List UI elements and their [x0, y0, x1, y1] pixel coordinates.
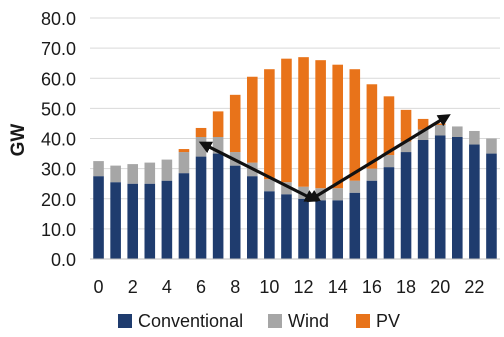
axes: 0.0 10.0 20.0 30.0 40.0 50.0 60.0 70.0 80.0 0 2 4 6 8…	[41, 9, 500, 297]
bar-wind-4	[161, 159, 173, 181]
x-tick-label: 0	[94, 277, 104, 297]
bar-pv-7	[212, 111, 224, 137]
y-tick-label: 40.0	[41, 130, 76, 150]
x-tick-label: 12	[294, 277, 314, 297]
x-tick-label: 8	[230, 277, 240, 297]
y-tick-label: 20.0	[41, 190, 76, 210]
annotation-arrow-2	[306, 114, 451, 203]
bar-pv-5	[178, 149, 190, 153]
bar-pv-12	[298, 57, 309, 187]
y-tick-label: 10.0	[41, 220, 76, 240]
legend-label-wind: Wind	[288, 310, 330, 331]
x-tick-label: 16	[362, 277, 382, 297]
annotation-arrow-1	[198, 141, 318, 202]
bar-conventional-21	[451, 136, 463, 259]
y-tick-label: 70.0	[41, 39, 76, 59]
bar-conventional-14	[332, 200, 344, 259]
bar-conventional-5	[178, 173, 190, 259]
bar-conventional-13	[315, 200, 326, 259]
annotations	[198, 114, 451, 203]
bar-conventional-0	[93, 176, 104, 259]
bar-wind-6	[195, 136, 207, 157]
bar-conventional-15	[349, 192, 361, 259]
bar-pv-8	[229, 94, 241, 153]
legend-item-pv: PV	[356, 306, 400, 336]
bar-pv-16	[366, 84, 378, 169]
bar-wind-3	[144, 162, 156, 184]
bar-pv-10	[264, 69, 275, 180]
bar-pv-15	[349, 69, 361, 181]
bar-conventional-8	[229, 165, 241, 259]
bar-conventional-20	[434, 135, 446, 259]
bar-conventional-16	[366, 180, 378, 259]
bar-wind-14	[332, 188, 344, 201]
bar-conventional-3	[144, 183, 156, 259]
bar-conventional-7	[212, 153, 224, 259]
x-tick-label: 14	[328, 277, 348, 297]
bar-conventional-12	[298, 198, 309, 259]
bar-conventional-6	[195, 156, 207, 259]
legend-item-conventional: Conventional	[118, 306, 243, 336]
bar-wind-23	[486, 138, 497, 154]
x-tick-label: 18	[396, 277, 416, 297]
x-tick-label: 2	[128, 277, 138, 297]
legend: Conventional Wind PV	[0, 306, 504, 336]
bar-conventional-17	[383, 167, 395, 259]
bar-conventional-4	[161, 180, 173, 259]
bar-conventional-23	[486, 153, 497, 259]
bar-pv-17	[383, 96, 395, 156]
bar-conventional-22	[469, 144, 480, 259]
y-tick-label: 60.0	[41, 69, 76, 89]
legend-item-wind: Wind	[268, 306, 329, 336]
bar-pv-6	[195, 127, 207, 137]
bar-wind-0	[93, 161, 104, 177]
bar-wind-5	[178, 152, 190, 174]
bar-conventional-18	[400, 152, 412, 259]
x-tick-label: 22	[464, 277, 484, 297]
legend-swatch-wind	[268, 314, 282, 328]
bar-wind-1	[110, 165, 121, 183]
bar-wind-16	[366, 168, 378, 181]
bar-wind-15	[349, 180, 361, 193]
bar-pv-13	[315, 60, 326, 189]
bar-conventional-19	[417, 140, 429, 259]
bar-pv-18	[400, 109, 412, 142]
bar-pv-11	[281, 58, 292, 183]
bar-wind-2	[127, 164, 139, 184]
bar-wind-17	[383, 155, 395, 168]
y-axis-label: GW	[8, 124, 29, 157]
y-tick-label: 50.0	[41, 99, 76, 119]
y-tick-label: 30.0	[41, 160, 76, 180]
legend-label-conventional: Conventional	[138, 310, 244, 331]
x-tick-label: 6	[196, 277, 206, 297]
legend-swatch-pv	[356, 314, 370, 328]
y-tick-label: 80.0	[41, 9, 76, 29]
bar-wind-22	[469, 130, 480, 145]
legend-label-pv: PV	[376, 310, 401, 331]
bar-conventional-11	[281, 194, 292, 259]
y-tick-label: 0.0	[51, 250, 76, 270]
bar-conventional-10	[264, 191, 275, 259]
legend-swatch-conventional	[118, 314, 132, 328]
bar-wind-21	[451, 126, 463, 137]
bar-wind-20	[434, 124, 446, 136]
bar-wind-10	[264, 179, 275, 192]
bar-conventional-1	[110, 182, 121, 259]
bar-conventional-2	[127, 183, 139, 259]
bar-pv-9	[246, 76, 258, 163]
x-tick-label: 10	[259, 277, 279, 297]
bar-conventional-9	[246, 176, 258, 259]
x-tick-label: 20	[430, 277, 450, 297]
x-tick-label: 4	[162, 277, 172, 297]
bar-pv-14	[332, 64, 344, 189]
